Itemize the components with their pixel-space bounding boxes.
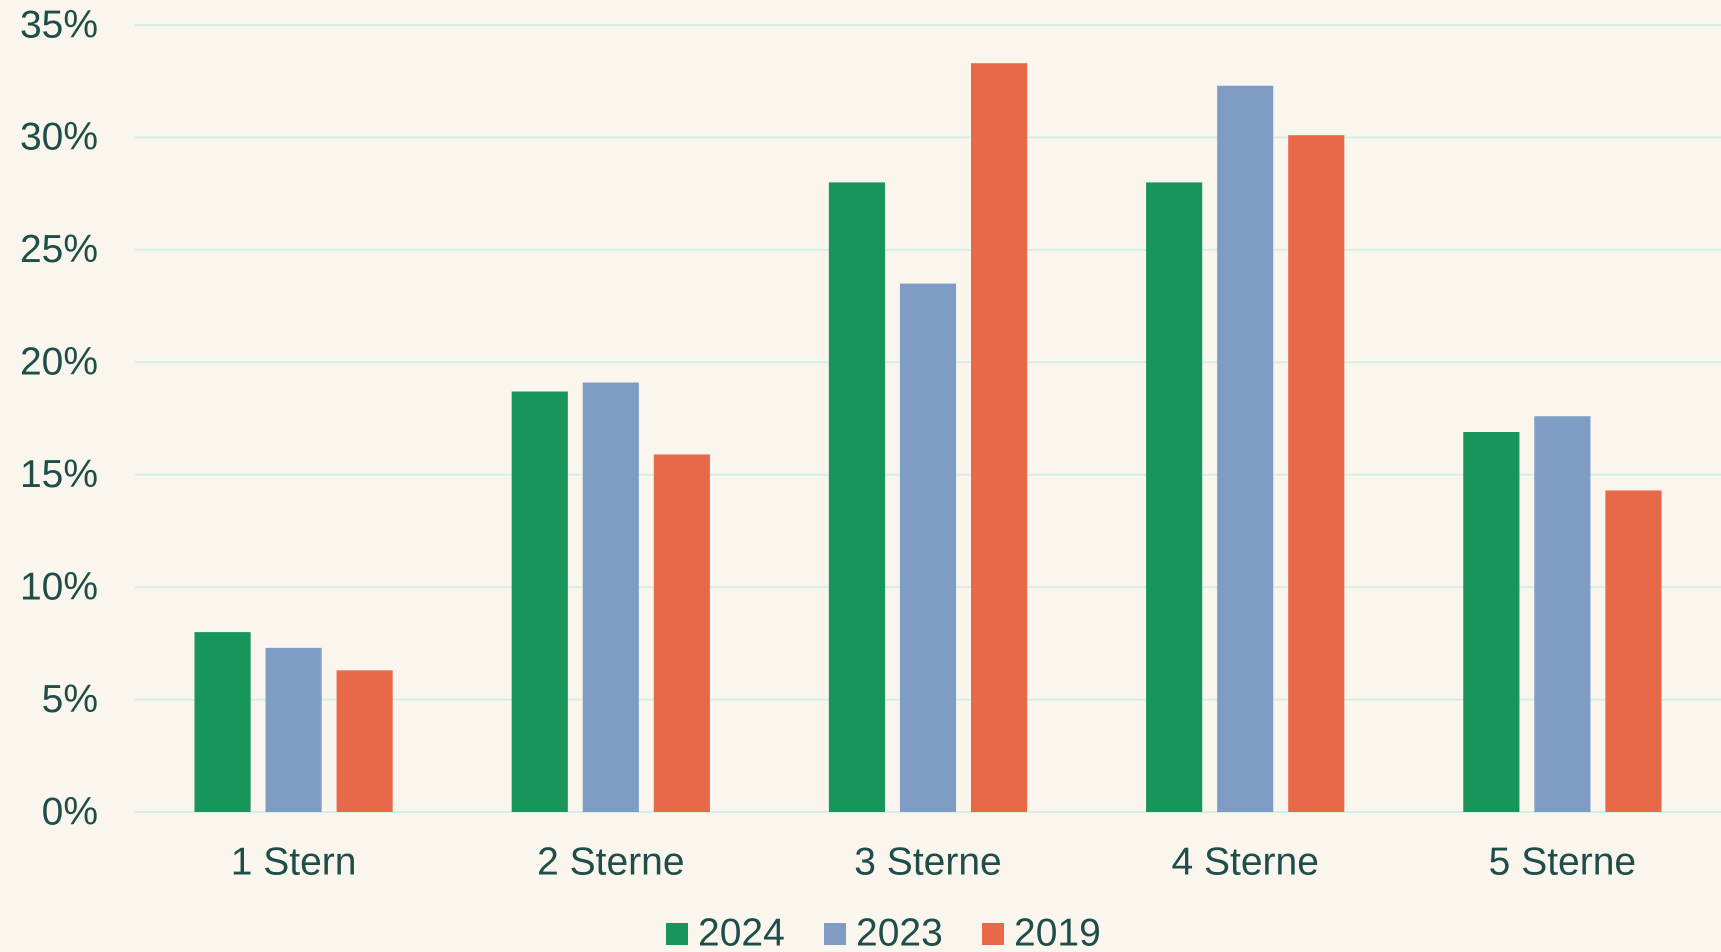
bar — [1605, 490, 1662, 812]
bar — [1534, 416, 1591, 812]
legend-swatch — [824, 923, 846, 945]
bar — [582, 382, 639, 812]
y-tick-label: 5% — [42, 678, 98, 721]
bar — [194, 632, 251, 812]
bar — [653, 454, 710, 812]
x-tick-label: 2 Sterne — [537, 840, 684, 883]
legend-swatch — [666, 923, 688, 945]
bar — [1288, 135, 1345, 812]
bar — [899, 283, 957, 813]
bar — [970, 63, 1028, 813]
y-tick-label: 25% — [20, 228, 98, 271]
bar — [511, 391, 568, 812]
y-tick-label: 0% — [42, 790, 98, 833]
bar — [1463, 431, 1520, 812]
y-tick-label: 20% — [20, 341, 98, 384]
bar — [336, 670, 393, 812]
legend-label: 2019 — [1014, 911, 1101, 952]
x-tick-label: 5 Sterne — [1489, 840, 1636, 883]
bar — [1146, 182, 1203, 812]
bar — [1217, 85, 1274, 812]
x-tick-label: 1 Stern — [231, 840, 357, 883]
y-tick-label: 35% — [20, 3, 98, 46]
bar — [828, 182, 886, 812]
bar — [265, 647, 322, 812]
legend-label: 2024 — [698, 911, 785, 952]
x-tick-label: 3 Sterne — [854, 840, 1001, 883]
legend-swatch — [982, 923, 1004, 945]
y-tick-label: 15% — [20, 453, 98, 496]
x-tick-label: 4 Sterne — [1171, 840, 1318, 883]
legend-label: 2023 — [856, 911, 943, 952]
y-tick-label: 10% — [20, 565, 98, 608]
y-tick-label: 30% — [20, 116, 98, 159]
